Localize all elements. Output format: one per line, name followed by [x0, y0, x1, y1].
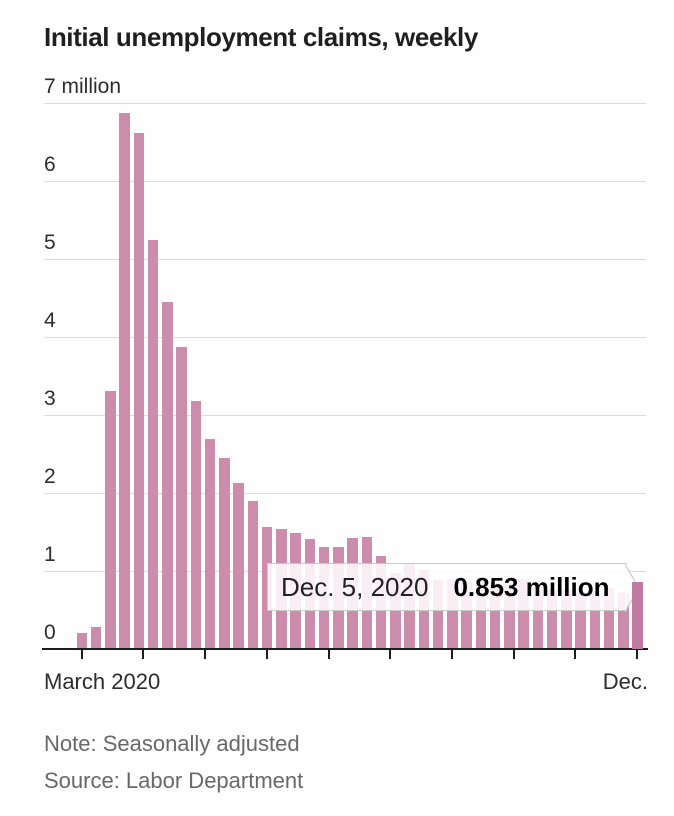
bar[interactable]	[546, 589, 558, 649]
tooltip-value: 0.853 million	[453, 571, 610, 602]
bar[interactable]	[162, 302, 173, 649]
x-axis-tick	[451, 650, 454, 659]
bar[interactable]	[432, 579, 444, 649]
x-axis-label-end: Dec.	[602, 669, 648, 694]
gridline	[44, 336, 646, 338]
bar[interactable]	[219, 458, 230, 649]
y-axis-label: 6	[44, 152, 56, 176]
bar[interactable]	[119, 112, 130, 649]
bar[interactable]	[461, 581, 472, 649]
bar[interactable]	[247, 500, 258, 649]
bar[interactable]	[447, 579, 458, 649]
chart-title: Initial unemployment claims, weekly	[44, 22, 478, 52]
bar[interactable]	[618, 593, 629, 649]
chart-note: Note: Seasonally adjusted	[44, 731, 300, 756]
x-axis-tick	[327, 650, 330, 659]
gridline	[44, 414, 646, 416]
bar[interactable]	[532, 587, 543, 649]
y-axis-label: 5	[44, 230, 56, 254]
x-axis-tick	[512, 650, 515, 659]
bar[interactable]	[518, 578, 529, 649]
x-axis-tick	[636, 650, 639, 659]
chart-source: Source: Labor Department	[44, 768, 304, 793]
y-axis-label: 4	[44, 308, 56, 332]
bar[interactable]	[105, 390, 116, 649]
bar[interactable]	[176, 347, 187, 649]
bar[interactable]	[561, 589, 572, 649]
bar[interactable]	[575, 593, 586, 649]
y-axis-label: 3	[44, 386, 56, 410]
x-axis-label-start: March 2020	[44, 669, 161, 694]
bar[interactable]	[475, 580, 486, 649]
bar[interactable]	[504, 583, 515, 649]
bar[interactable]	[390, 573, 401, 649]
bar[interactable]	[190, 401, 201, 649]
bar[interactable]	[603, 587, 615, 649]
bar-selected[interactable]	[632, 582, 643, 649]
bar[interactable]	[204, 439, 216, 649]
y-axis-label: 7 million	[44, 74, 122, 98]
bar[interactable]	[489, 582, 501, 649]
x-axis-tick	[142, 650, 145, 659]
tooltip-date: Dec. 5, 2020	[281, 571, 429, 602]
bar[interactable]	[133, 132, 144, 649]
bar[interactable]	[90, 626, 102, 649]
gridline	[44, 180, 646, 182]
y-axis-label: 0	[44, 621, 56, 644]
bar[interactable]	[76, 632, 87, 649]
y-axis-label: 1	[44, 542, 56, 566]
y-axis-label: 2	[44, 464, 56, 488]
x-axis-tick	[204, 650, 207, 659]
tooltip: Dec. 5, 2020 0.853 million	[267, 563, 640, 613]
gridline	[44, 102, 646, 104]
x-axis-tick	[265, 650, 268, 659]
bar[interactable]	[233, 483, 244, 649]
x-axis-tick	[574, 650, 577, 659]
bar[interactable]	[589, 590, 600, 649]
x-axis-tick	[389, 650, 392, 659]
gridline	[44, 492, 646, 494]
x-axis-line	[42, 648, 648, 650]
x-axis-tick	[80, 650, 83, 659]
gridline	[44, 258, 646, 260]
bar[interactable]	[147, 239, 159, 649]
